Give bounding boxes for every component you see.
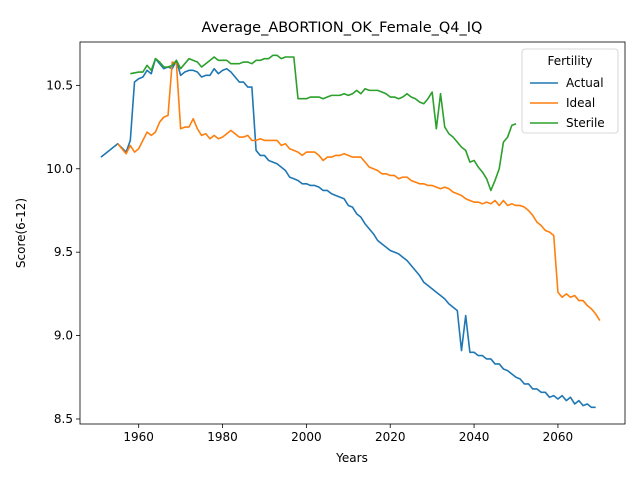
y-tick-label: 9.5 [54, 245, 73, 259]
x-tick-label: 1980 [207, 430, 238, 444]
x-tick-label: 2000 [291, 430, 322, 444]
y-tick-label: 8.5 [54, 412, 73, 426]
x-tick-label: 1960 [123, 430, 154, 444]
series-line-actual [100, 57, 596, 409]
legend-title: Fertility [547, 54, 592, 68]
x-tick-label: 2020 [375, 430, 406, 444]
x-axis-title: Years [335, 451, 368, 465]
chart-title: Average_ABORTION_OK_Female_Q4_IQ [202, 20, 483, 36]
y-tick-label: 10.0 [46, 162, 73, 176]
y-tick-label: 9.0 [54, 329, 73, 343]
legend-label-ideal: Ideal [566, 96, 595, 110]
series-line-sterile [130, 54, 517, 192]
legend-box [521, 48, 619, 134]
y-axis: 8.5 9.0 9.5 10.0 10.5 [46, 78, 80, 426]
x-tick-label: 2060 [543, 430, 574, 444]
legend-label-actual: Actual [566, 76, 604, 90]
series-layer [100, 54, 601, 409]
legend-label-sterile: Sterile [566, 116, 605, 130]
plot-frame [79, 41, 626, 425]
x-tick-label: 2040 [459, 430, 490, 444]
series-line-ideal [117, 61, 601, 322]
legend: Fertility Actual Ideal Sterile [521, 48, 619, 134]
x-axis: 1960 1980 2000 2020 2040 2060 [123, 424, 573, 444]
y-tick-label: 10.5 [46, 78, 73, 92]
y-axis-title: Score(6-12) [14, 198, 28, 268]
